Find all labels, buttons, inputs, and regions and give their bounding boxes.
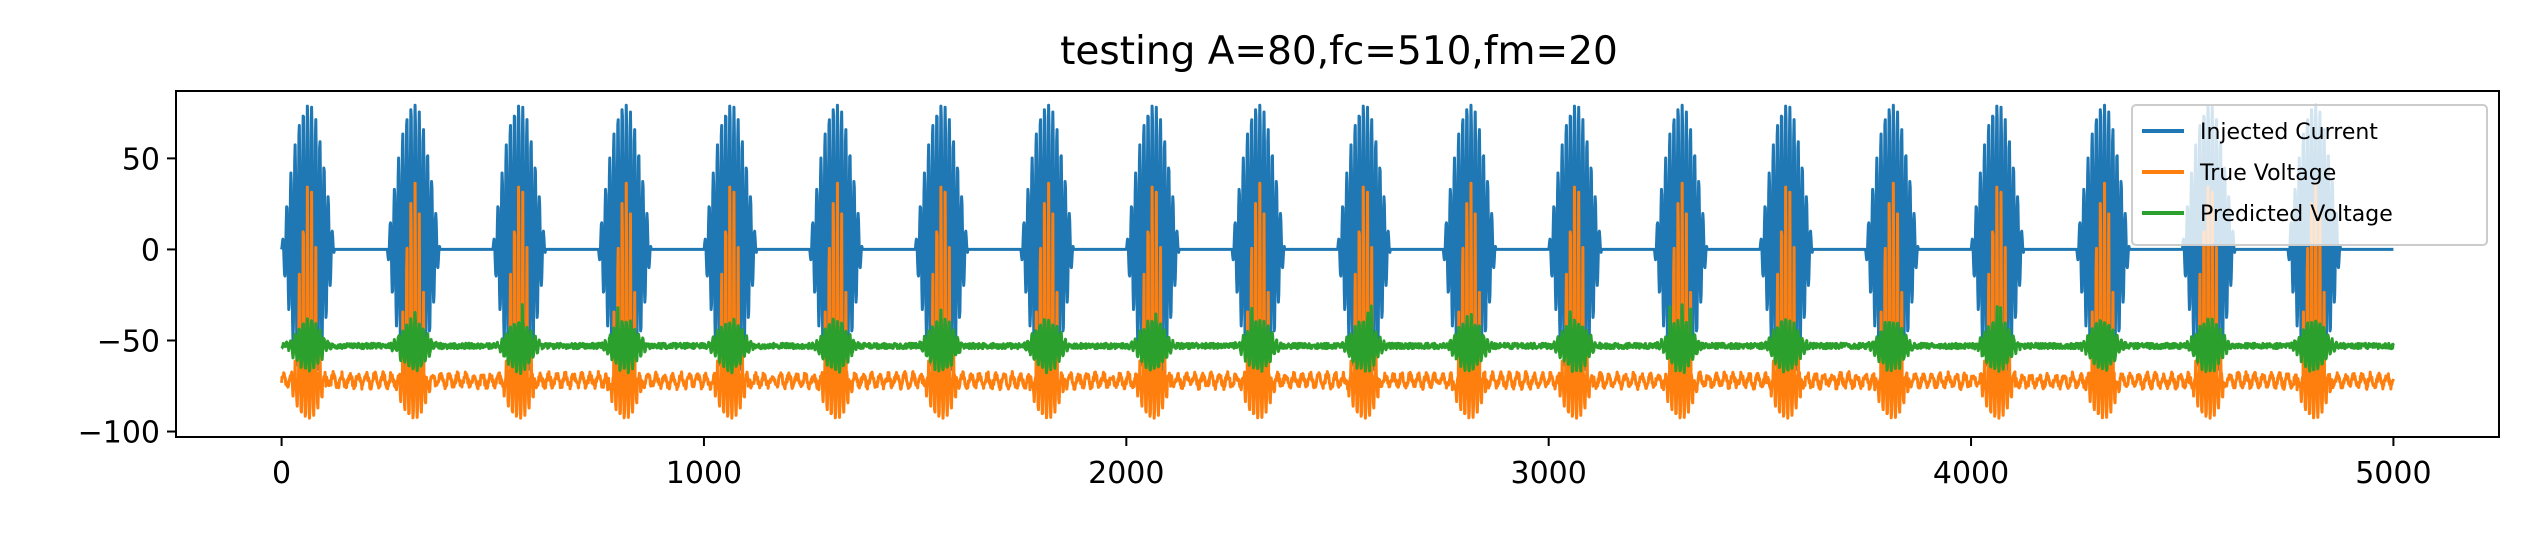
y-tick-label: 0	[141, 233, 160, 268]
y-tick-label: −100	[78, 416, 160, 451]
x-tick-label: 1000	[666, 456, 742, 491]
series-layer	[280, 103, 2395, 420]
legend-label: Predicted Voltage	[2200, 202, 2393, 227]
y-tick-label: −50	[97, 324, 160, 359]
axes-frame	[175, 90, 2500, 438]
series-line-3	[280, 303, 2395, 376]
chart-title: testing A=80,fc=510,fm=20	[1060, 29, 1618, 74]
series-line-1	[280, 103, 2395, 396]
y-tick-label: 50	[122, 142, 160, 177]
legend: Injected Current True Voltage Predicted Vo…	[2131, 104, 2488, 246]
x-tick-label: 0	[272, 456, 291, 491]
legend-label: Injected Current	[2200, 120, 2378, 145]
x-tick-label: 5000	[2355, 456, 2431, 491]
x-axis: 0 1000 2000 3000 4000 5000	[272, 437, 2432, 491]
x-tick-label: 3000	[1511, 456, 1587, 491]
y-axis: 50 0 −50 −100	[78, 142, 176, 451]
x-tick-label: 2000	[1088, 456, 1164, 491]
x-tick-label: 4000	[1933, 456, 2009, 491]
series-line-2	[280, 181, 2395, 420]
legend-label: True Voltage	[2199, 161, 2336, 186]
legend-box	[2131, 104, 2488, 246]
